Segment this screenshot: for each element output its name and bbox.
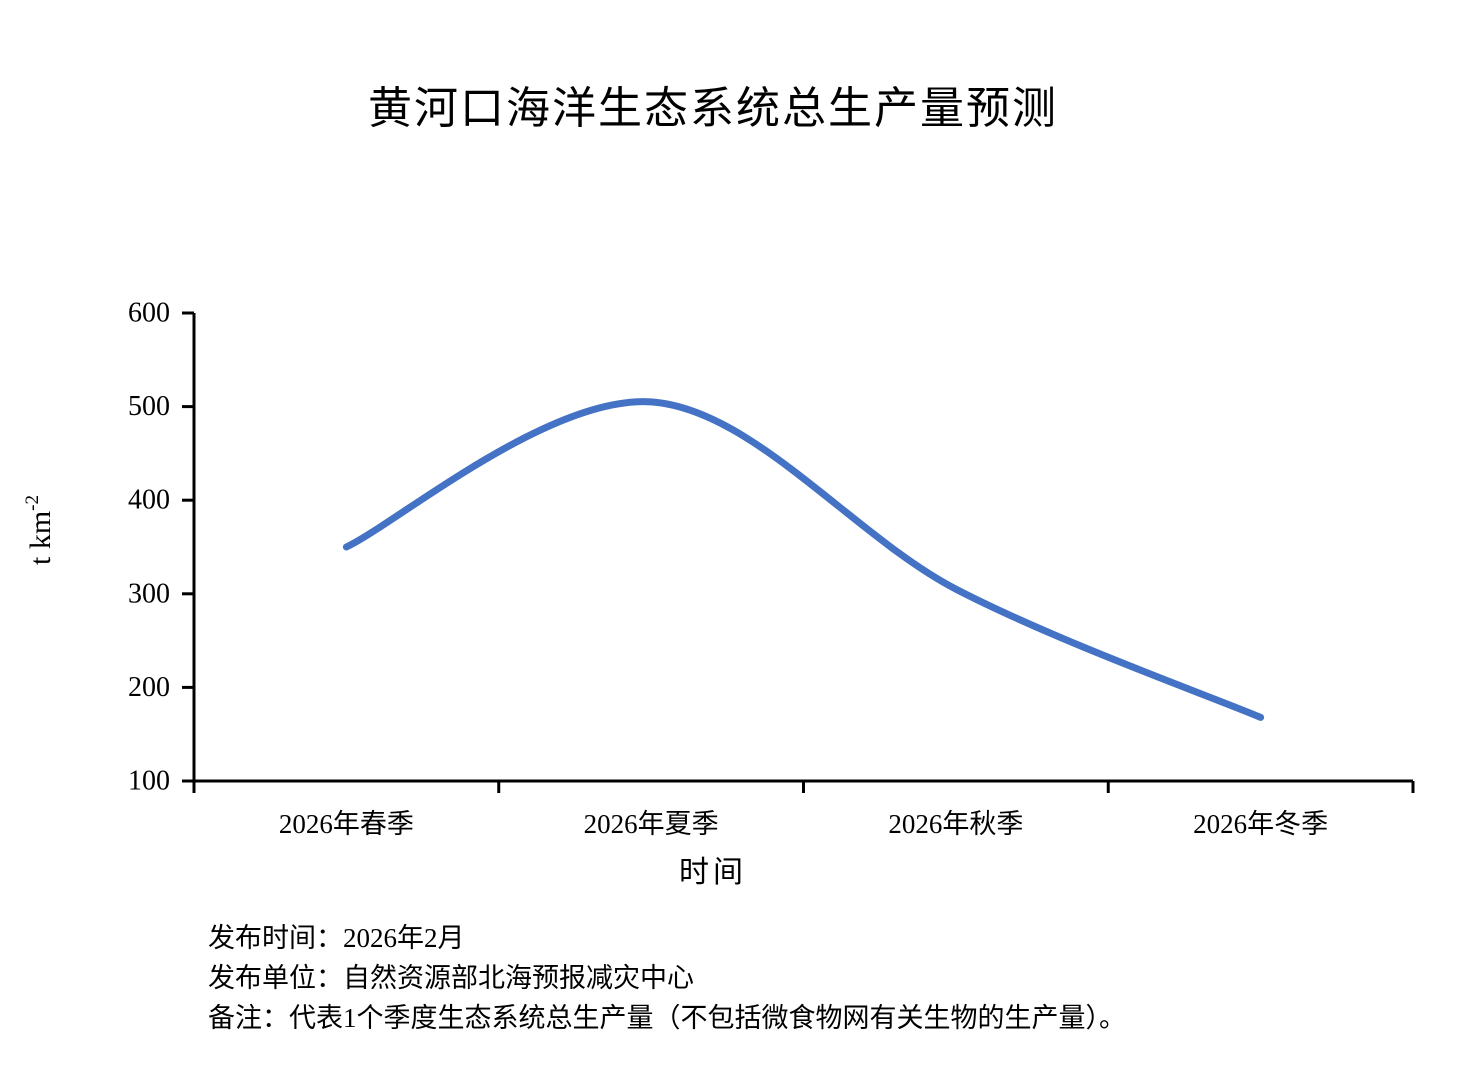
- remark-line: 备注：代表1个季度生态系统总生产量（不包括微食物网有关生物的生产量）。: [208, 1003, 1126, 1033]
- y-tick-label: 500: [128, 391, 170, 422]
- publish-time-line: 发布时间：2026年2月: [208, 923, 465, 953]
- y-tick-label: 600: [128, 298, 170, 329]
- y-tick-label: 200: [128, 672, 170, 703]
- x-tick-label: 2026年春季: [279, 809, 414, 839]
- x-axis-title: 时间: [679, 856, 747, 889]
- y-axis-title-superscript: -2: [22, 495, 43, 511]
- y-tick-label: 400: [128, 485, 170, 516]
- production-curve: [342, 398, 1265, 721]
- x-tick-label: 2026年冬季: [1193, 809, 1328, 839]
- y-axis-title: t km-2: [22, 495, 57, 565]
- report-notes: 发布时间：2026年2月 发布单位：自然资源部北海预报减灾中心 备注：代表1个季…: [208, 918, 1126, 1038]
- y-tick-label: 300: [128, 578, 170, 609]
- publish-agency-line: 发布单位：自然资源部北海预报减灾中心: [208, 963, 694, 993]
- x-tick-label: 2026年秋季: [888, 809, 1023, 839]
- y-tick-label: 100: [128, 766, 170, 797]
- x-tick-label: 2026年夏季: [584, 809, 719, 839]
- chart-title: 黄河口海洋生态系统总生产量预测: [368, 84, 1058, 133]
